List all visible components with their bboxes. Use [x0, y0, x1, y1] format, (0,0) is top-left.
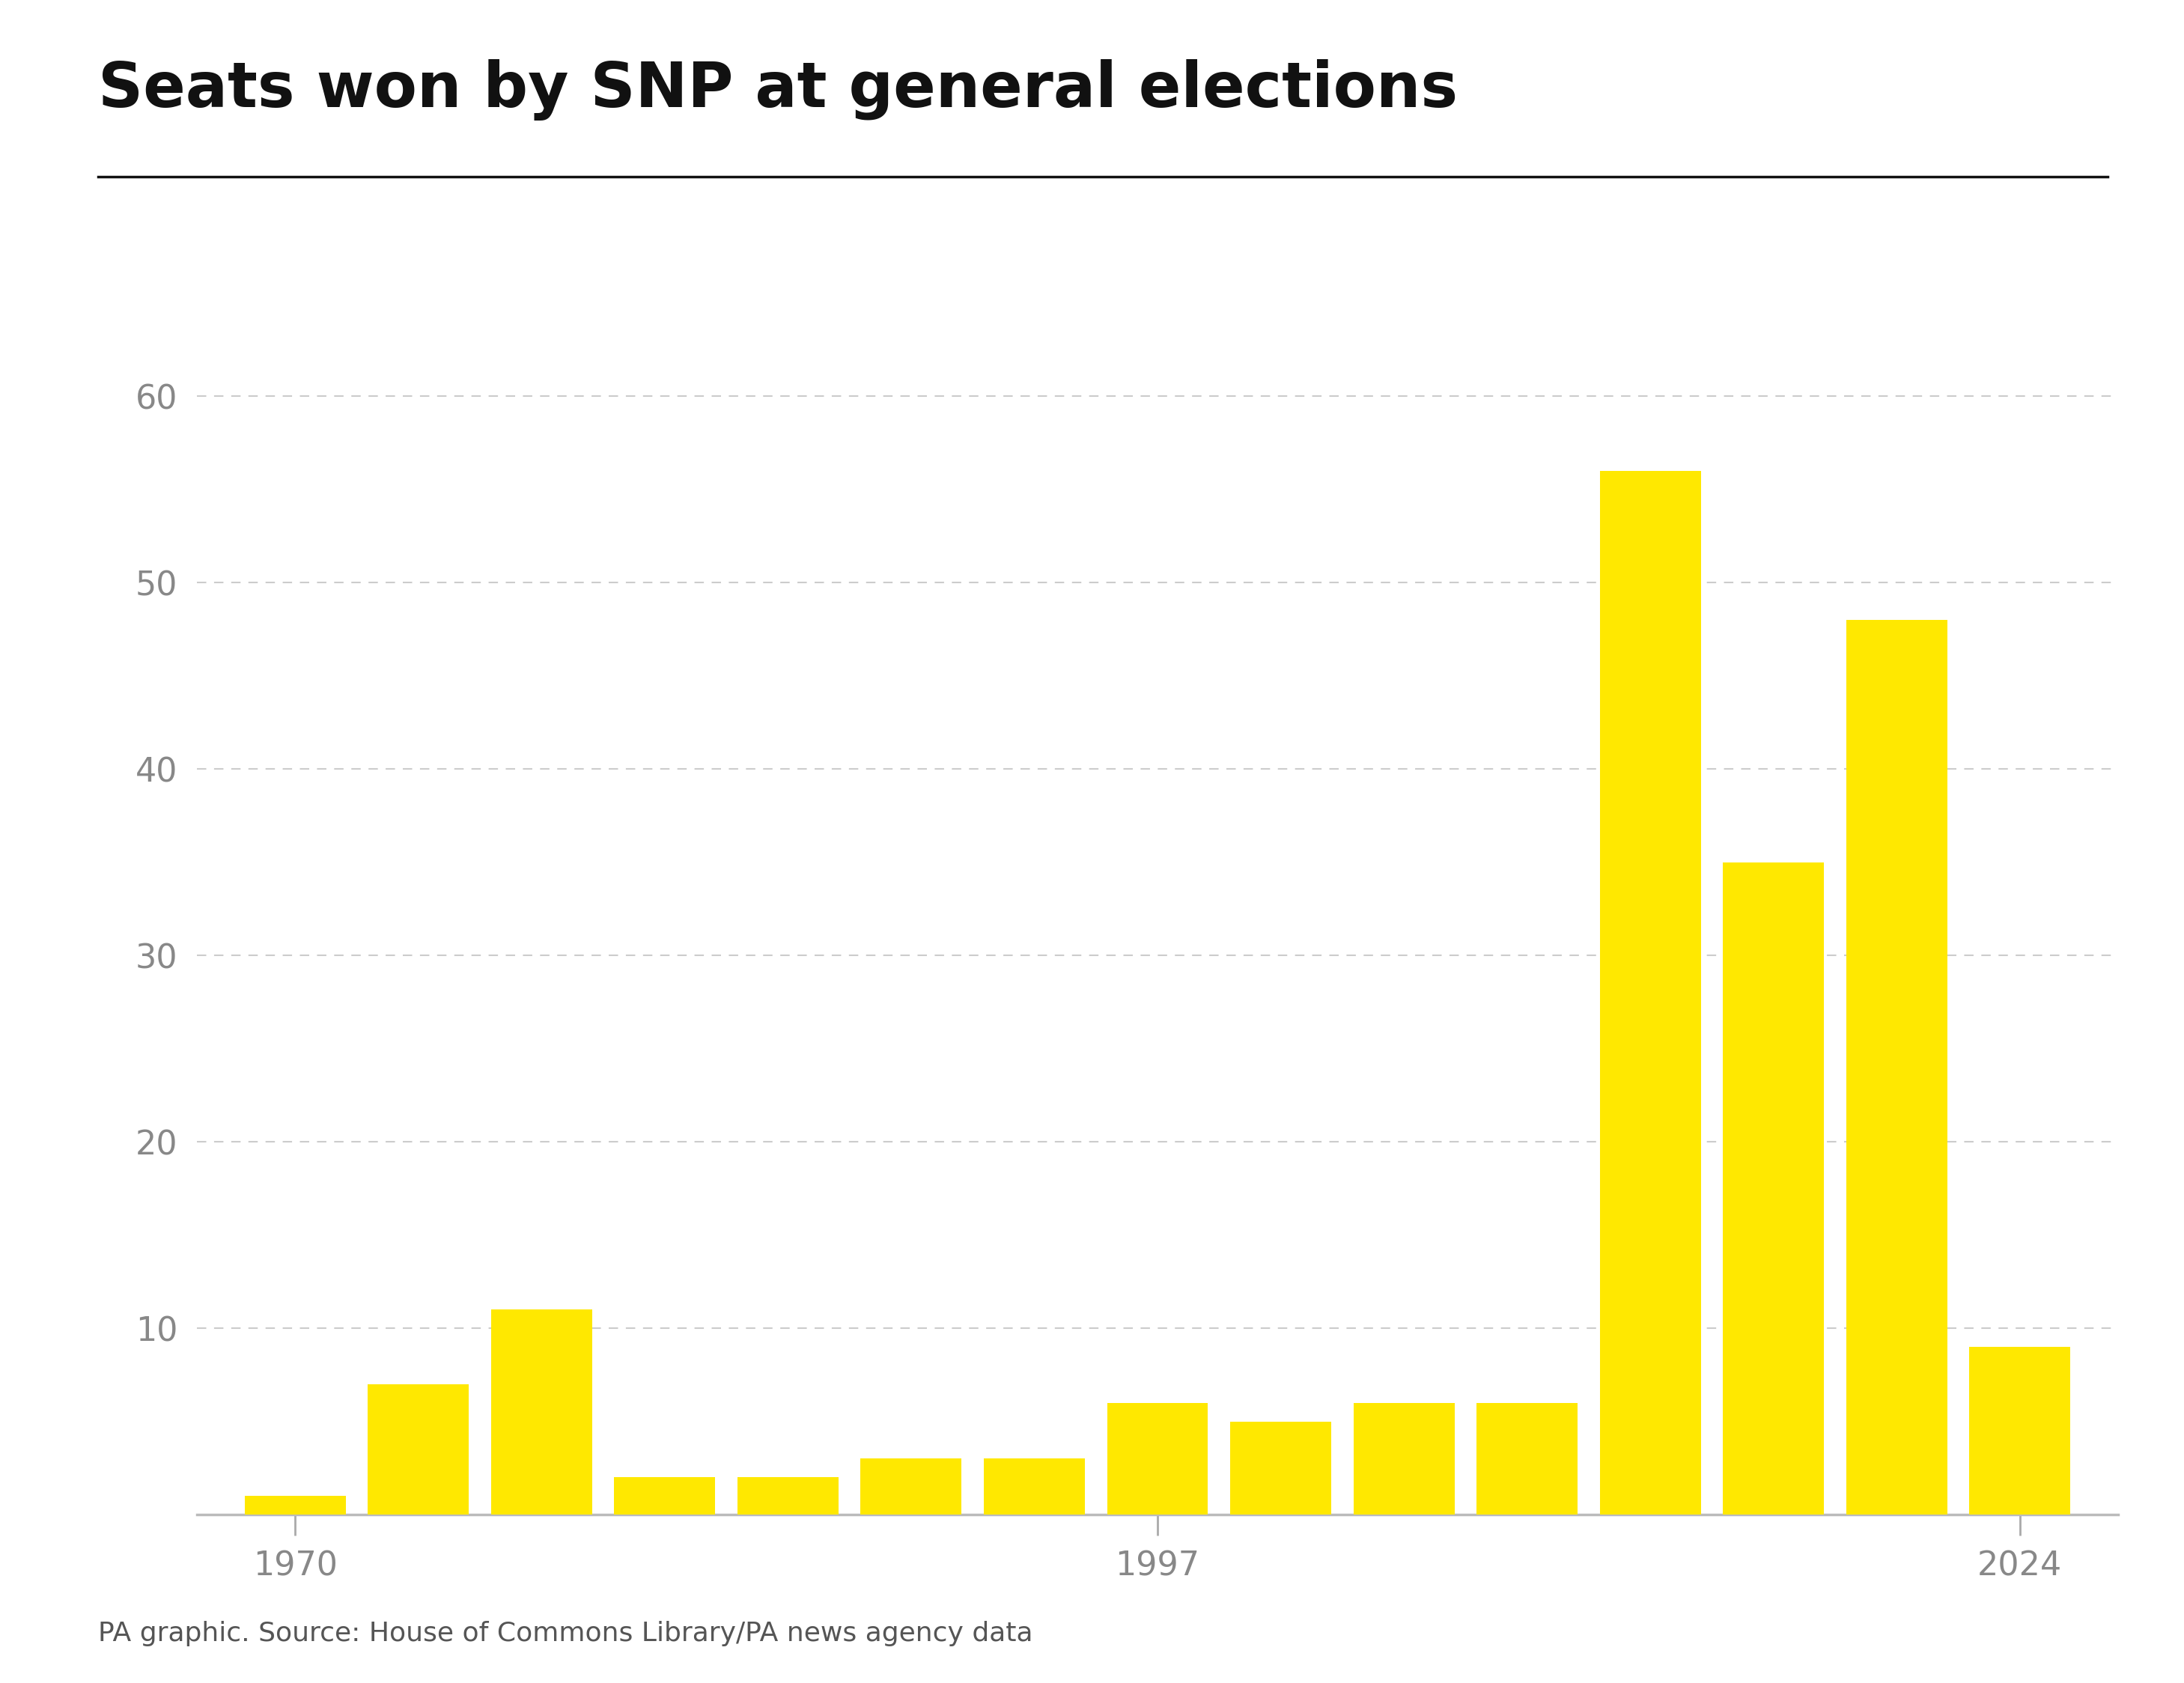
Bar: [738, 1478, 839, 1515]
Text: Seats won by SNP at general elections: Seats won by SNP at general elections: [98, 59, 1459, 119]
Bar: [1601, 471, 1701, 1515]
Bar: [983, 1459, 1085, 1515]
Bar: [1476, 1404, 1577, 1515]
Bar: [860, 1459, 961, 1515]
Bar: [1845, 619, 1948, 1515]
Text: PA graphic. Source: House of Commons Library/PA news agency data: PA graphic. Source: House of Commons Lib…: [98, 1621, 1033, 1646]
Bar: [1107, 1404, 1208, 1515]
Bar: [614, 1478, 714, 1515]
Bar: [491, 1309, 592, 1515]
Bar: [1970, 1346, 2070, 1515]
Bar: [1230, 1422, 1332, 1515]
Bar: [1723, 862, 1824, 1515]
Bar: [1354, 1404, 1455, 1515]
Bar: [367, 1383, 470, 1515]
Bar: [245, 1496, 345, 1515]
